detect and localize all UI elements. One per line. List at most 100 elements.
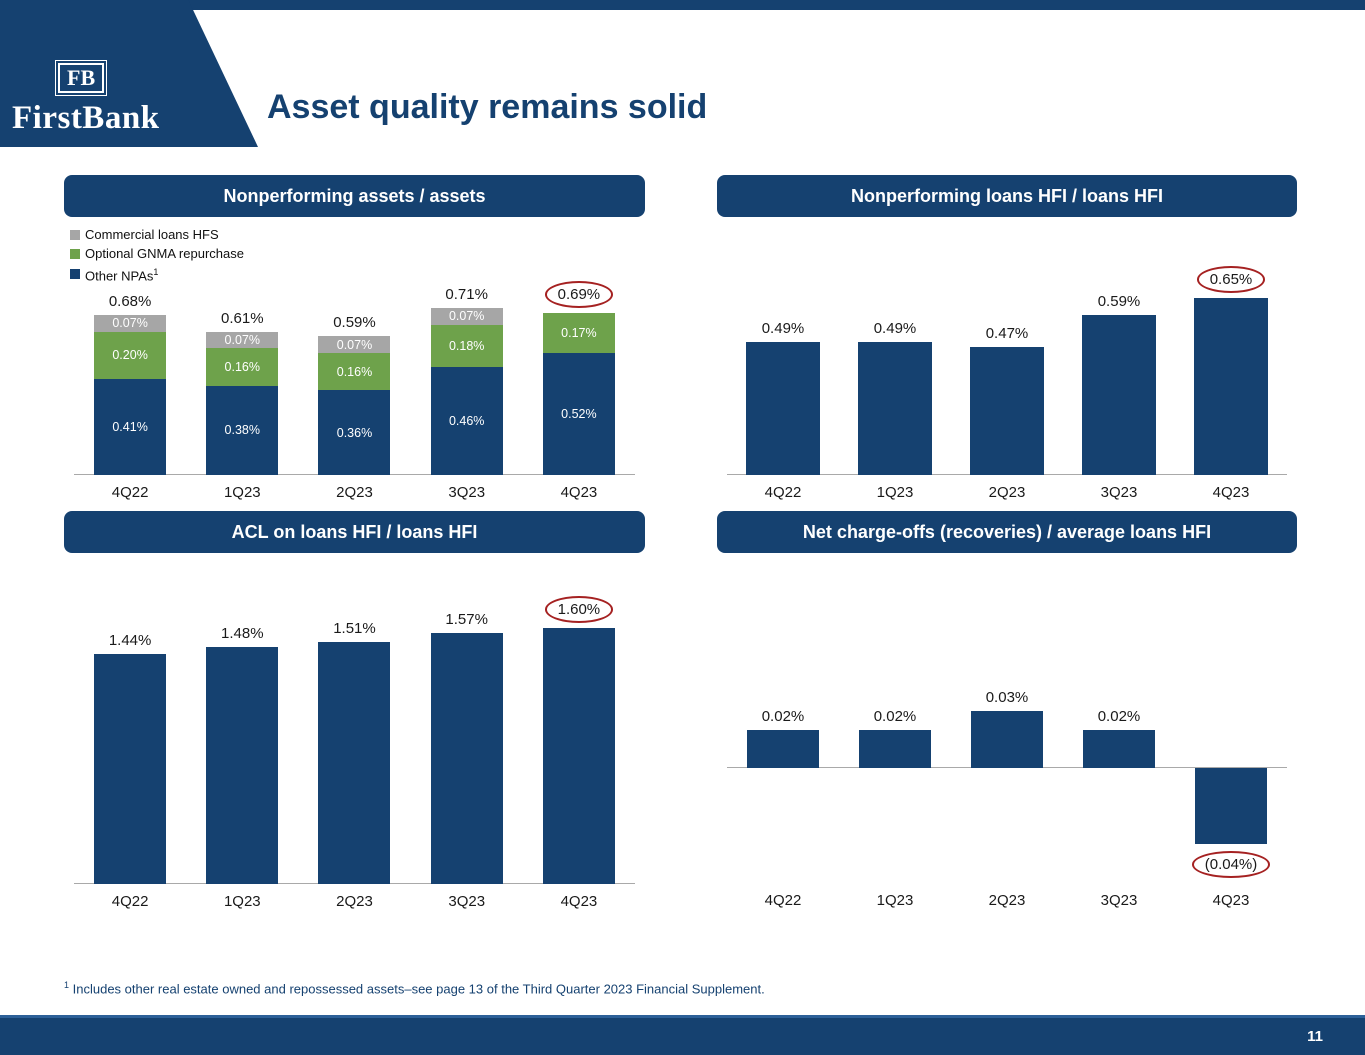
bar-column-3Q23: 1.57%	[411, 583, 523, 884]
legend-label: Optional GNMA repurchase	[85, 246, 244, 261]
x-tick-label: 1Q23	[876, 484, 914, 501]
x-tick-label: 4Q23	[560, 484, 598, 501]
x-tick-label: 3Q23	[448, 893, 486, 910]
highlighted-value: 1.60%	[544, 596, 614, 623]
x-axis-labels: 4Q22 1Q23 2Q23 3Q23 4Q23	[727, 892, 1287, 909]
bar-column-4Q22: 0.49%	[727, 240, 839, 475]
plot-area: 0.41% 0.20% 0.07% 0.68% 0.38% 0.16% 0.07% 0.61%…	[74, 240, 635, 475]
value-label: 0.49%	[814, 320, 976, 337]
value-label: 0.47%	[926, 325, 1088, 342]
highlighted-value: (0.04%)	[1191, 851, 1271, 878]
value-label: 0.02%	[702, 708, 864, 725]
plot-area: 0.49% 0.49% 0.47% 0.59% 0.65%	[727, 240, 1287, 475]
x-tick-label: 4Q22	[111, 484, 149, 501]
bar-column-2Q23: 1.51%	[298, 583, 410, 884]
value-label: 0.59%	[273, 314, 435, 331]
bar-column-1Q23: 0.38% 0.16% 0.07% 0.61%	[186, 240, 298, 475]
x-tick-label: 2Q23	[988, 484, 1026, 501]
value-label: (0.04%)	[1150, 851, 1312, 878]
footnote-marker: 1	[64, 980, 70, 990]
acl-loans-chart: 1.44% 1.48% 1.51% 1.57% 1.60% 4Q22 1Q23 2Q23 3Q2…	[64, 583, 645, 910]
bar-column-4Q22: 0.41% 0.20% 0.07% 0.68%	[74, 240, 186, 475]
value-text: 0.03%	[985, 689, 1029, 706]
value-text: 0.02%	[873, 708, 917, 725]
value-text: 0.02%	[761, 708, 805, 725]
bar	[318, 642, 391, 884]
bar	[1082, 314, 1156, 475]
bar-segment: 0.46%	[430, 366, 503, 475]
value-text: 0.59%	[1097, 292, 1141, 310]
segment-label: 0.16%	[336, 364, 373, 379]
legend-swatch-gray	[70, 229, 80, 240]
bar-segment: 0.38%	[206, 385, 279, 475]
legend-item-commercial-loans-hfs: Commercial loans HFS	[70, 225, 244, 244]
bar	[747, 730, 819, 768]
value-label: 1.44%	[49, 632, 211, 649]
chart-title-banner: Nonperforming loans HFI / loans HFI	[717, 175, 1297, 217]
x-tick-label: 2Q23	[988, 892, 1026, 909]
x-tick-label: 4Q23	[1212, 484, 1250, 501]
segment-label: 0.07%	[336, 337, 373, 352]
bar	[971, 711, 1043, 768]
bar-column-4Q23: 1.60%	[523, 583, 635, 884]
bar	[1195, 768, 1267, 844]
highlighted-value: 0.65%	[1196, 266, 1266, 294]
panel-acl-loans: ACL on loans HFI / loans HFI 1.44% 1.48% 1…	[64, 511, 645, 910]
x-tick-label: 4Q22	[764, 484, 802, 501]
x-tick-label: 3Q23	[1100, 892, 1138, 909]
panel-net-charge-offs: Net charge-offs (recoveries) / average l…	[717, 511, 1297, 909]
x-tick-label: 3Q23	[448, 484, 486, 501]
segment-label: 0.46%	[448, 413, 485, 428]
plot-area: 0.02% 0.02% 0.03% 0.02% (0.04%)	[727, 583, 1287, 883]
segment-label: 0.52%	[561, 406, 597, 421]
value-text: 0.61%	[221, 309, 264, 327]
net-charge-offs-chart: 0.02% 0.02% 0.03% 0.02% (0.04%) 4Q22 1Q23 2Q23 3…	[717, 583, 1297, 909]
x-tick-label: 4Q22	[764, 892, 802, 909]
value-label: 0.02%	[1038, 708, 1200, 725]
bar	[430, 632, 503, 884]
bar-column-3Q23: 0.59%	[1063, 240, 1175, 475]
value-label: 0.68%	[49, 293, 211, 310]
value-label: 0.49%	[702, 320, 864, 337]
segment-label: 0.38%	[224, 423, 260, 438]
segment-label: 0.16%	[224, 359, 260, 374]
legend-swatch-green	[70, 248, 80, 259]
fb-monogram: FB	[54, 60, 108, 96]
legend-label: Commercial loans HFS	[85, 227, 219, 242]
bar-segment: 0.16%	[206, 348, 279, 386]
bar	[858, 341, 932, 475]
value-text: 0.49%	[873, 319, 917, 337]
x-tick-label: 3Q23	[1100, 484, 1138, 501]
bar-segment: 0.07%	[318, 336, 391, 353]
x-tick-label: 1Q23	[876, 892, 914, 909]
segment-label: 0.17%	[561, 325, 597, 340]
bar-segment: 0.41%	[94, 378, 167, 475]
x-axis-labels: 4Q22 1Q23 2Q23 3Q23 4Q23	[74, 893, 635, 910]
bar	[746, 341, 820, 475]
panel-nonperforming-assets: Nonperforming assets / assets Commercial…	[64, 175, 645, 501]
highlighted-value: 0.69%	[544, 280, 614, 308]
x-tick-label: 1Q23	[223, 893, 261, 910]
bar-column-1Q23: 1.48%	[186, 583, 298, 884]
value-text: 0.02%	[1097, 708, 1141, 725]
bar-segment: 0.07%	[206, 331, 279, 349]
legend-label: Other NPAs1	[85, 267, 159, 284]
value-text: 0.47%	[985, 325, 1029, 343]
bar	[94, 653, 167, 884]
x-tick-label: 4Q23	[1212, 892, 1250, 909]
value-text: 0.59%	[333, 314, 376, 332]
plot-area: 1.44% 1.48% 1.51% 1.57% 1.60%	[74, 583, 635, 884]
bar	[970, 347, 1044, 475]
segment-label: 0.20%	[112, 348, 148, 363]
nonperforming-assets-chart: 0.41% 0.20% 0.07% 0.68% 0.38% 0.16% 0.07% 0.61%…	[64, 240, 645, 501]
value-label: 0.61%	[161, 310, 323, 327]
value-label: 1.48%	[161, 625, 323, 642]
segment-label: 0.07%	[112, 316, 148, 331]
bar-column-2Q23: 0.03%	[951, 583, 1063, 883]
footer-bar: 11	[0, 1015, 1365, 1055]
x-tick-label: 2Q23	[336, 893, 373, 910]
firstbank-logo: FB FirstBank	[0, 0, 258, 147]
bar	[1194, 298, 1268, 475]
legend-swatch-navy	[70, 269, 80, 280]
bar-column-4Q23: 0.52% 0.17% 0.69%	[523, 240, 635, 475]
